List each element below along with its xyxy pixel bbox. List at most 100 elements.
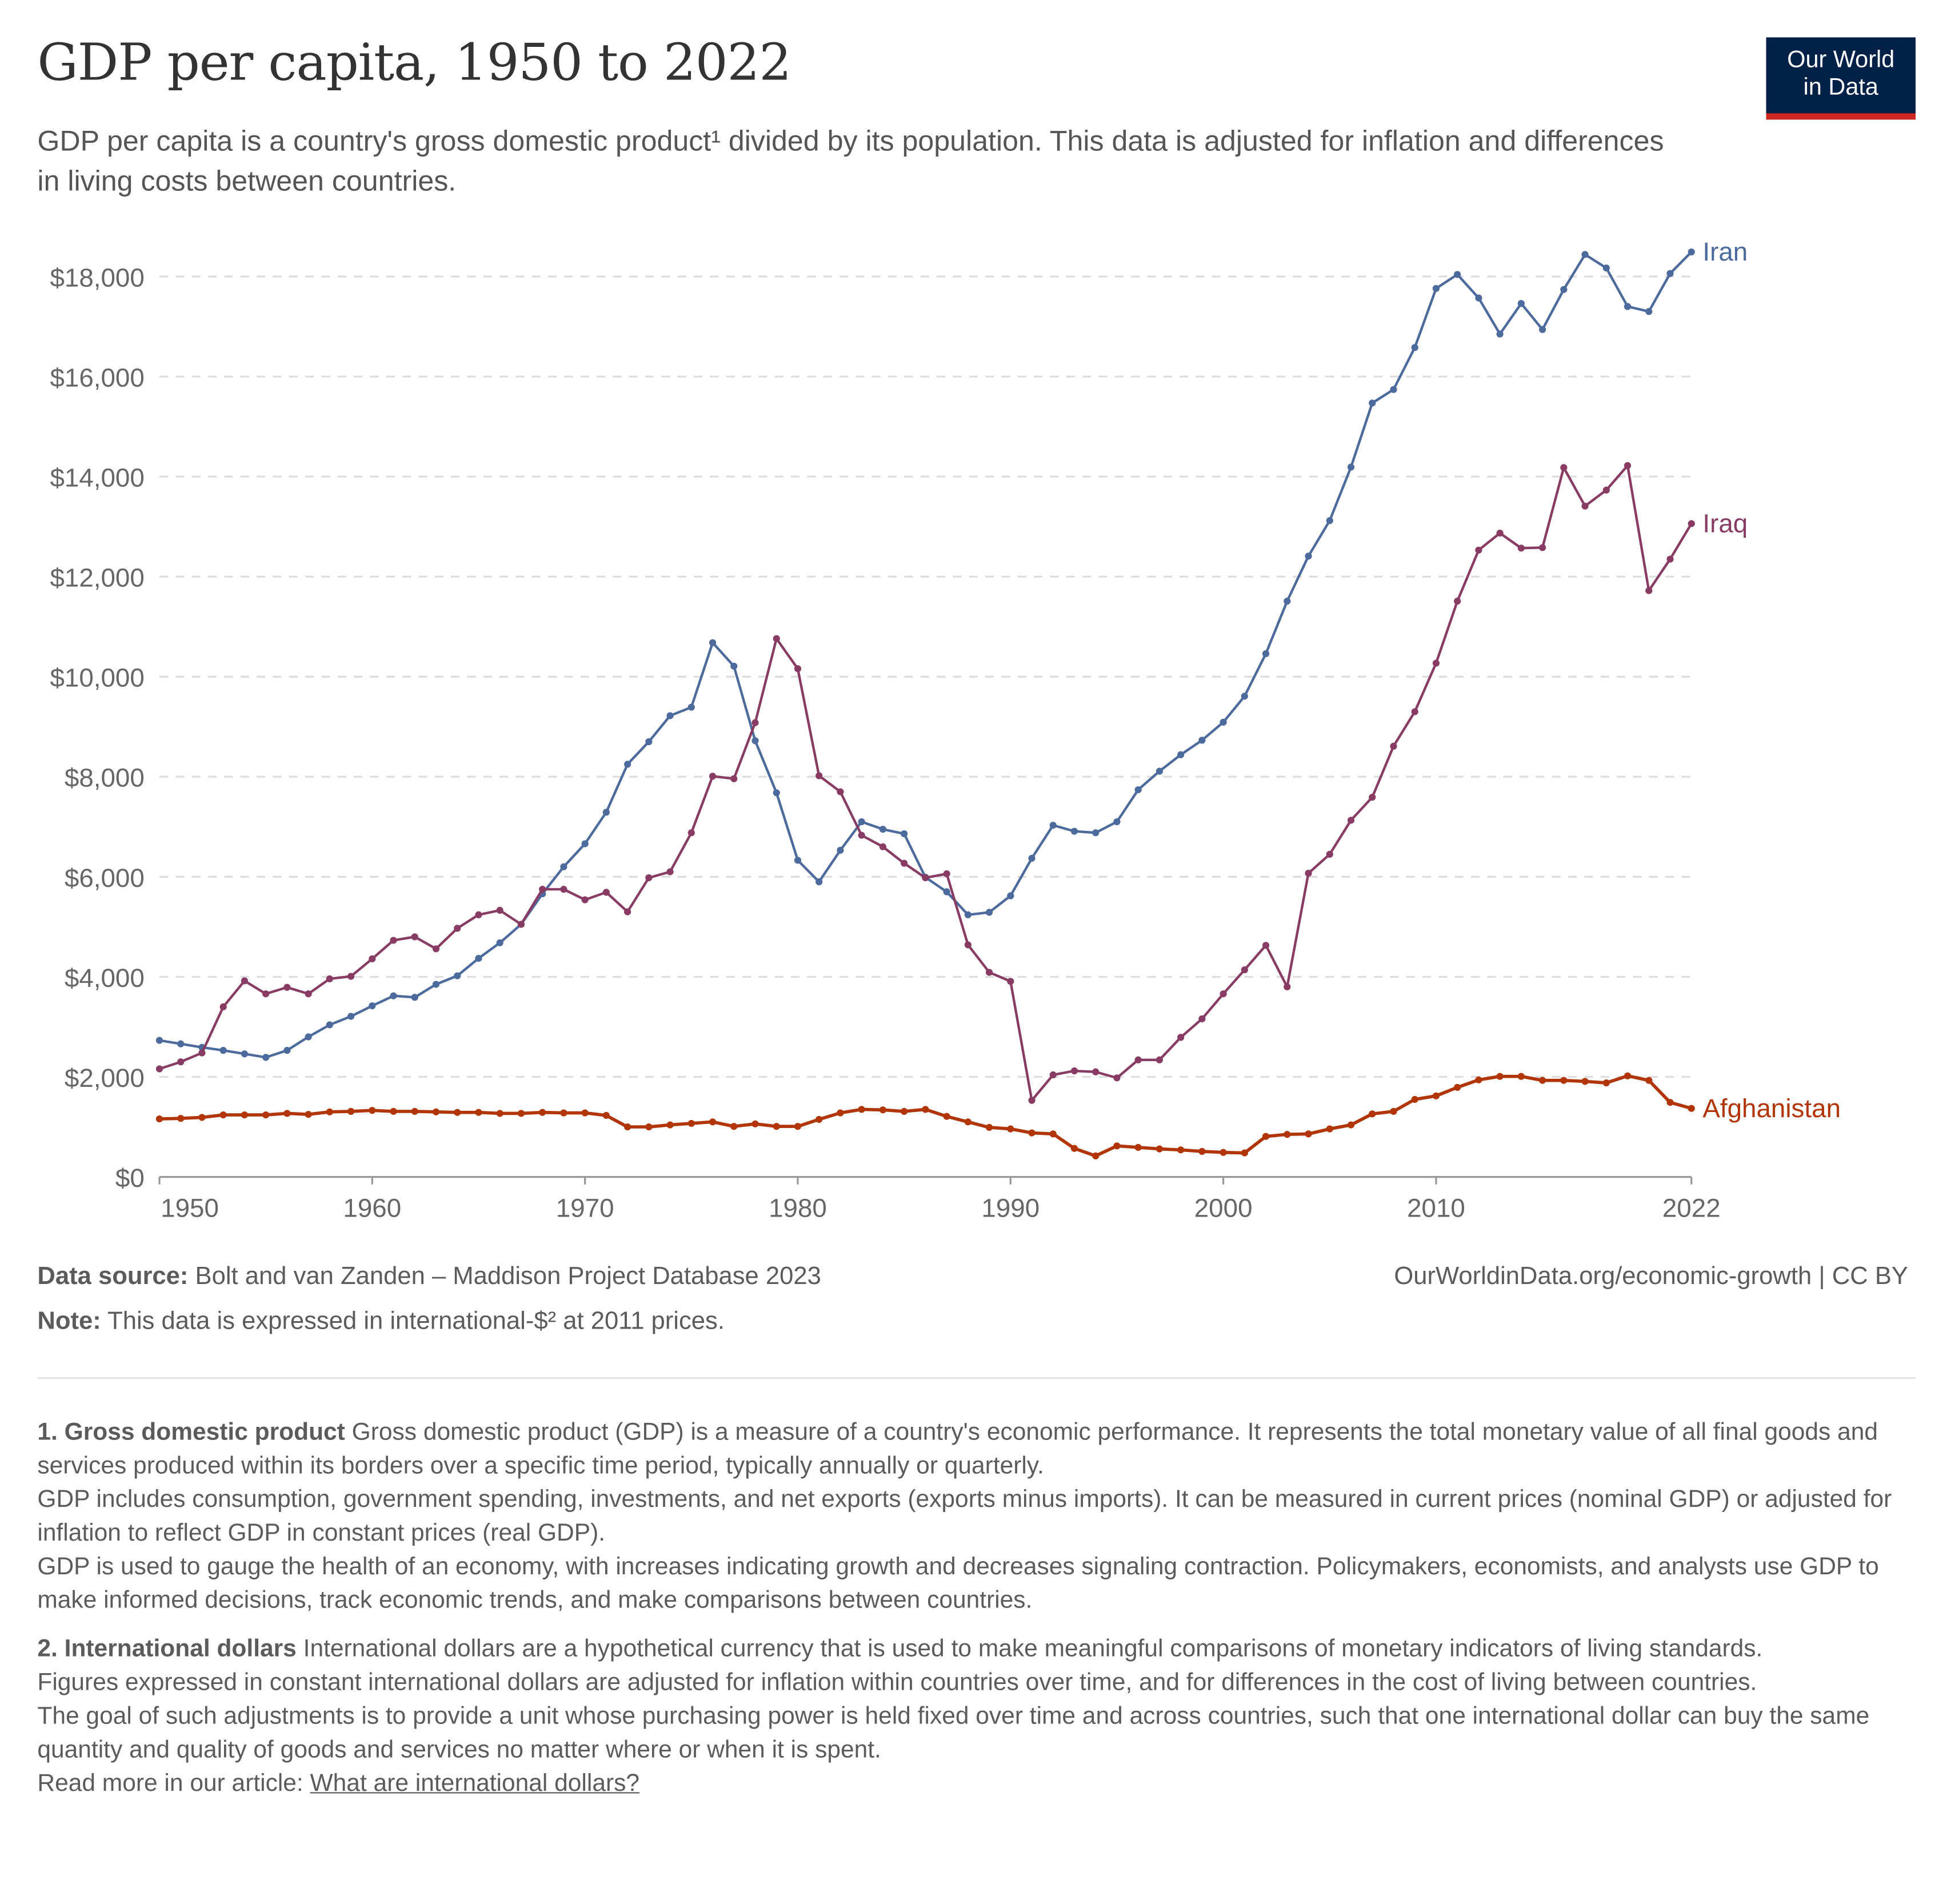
data-point-afghanistan-1987[interactable] (943, 1113, 950, 1120)
data-point-iran-2019[interactable] (1624, 303, 1632, 310)
data-point-iran-2009[interactable] (1411, 344, 1418, 351)
data-point-iran-1971[interactable] (602, 809, 610, 816)
data-point-afghanistan-1981[interactable] (815, 1115, 823, 1123)
data-point-afghanistan-2007[interactable] (1369, 1110, 1376, 1118)
data-point-afghanistan-1989[interactable] (985, 1123, 993, 1131)
data-point-iraq-1967[interactable] (517, 921, 525, 928)
data-point-iraq-1953[interactable] (219, 1003, 227, 1011)
data-point-iran-1959[interactable] (347, 1013, 355, 1020)
data-point-afghanistan-1954[interactable] (241, 1111, 249, 1119)
data-point-iran-2012[interactable] (1475, 294, 1482, 302)
data-point-afghanistan-1952[interactable] (198, 1114, 206, 1121)
series-line-afghanistan[interactable] (159, 1074, 1692, 1158)
data-point-iraq-1963[interactable] (432, 945, 440, 953)
data-point-afghanistan-2015[interactable] (1539, 1077, 1546, 1084)
data-point-iraq-1964[interactable] (454, 925, 461, 932)
data-point-iraq-2022[interactable] (1688, 520, 1695, 527)
data-point-iraq-1989[interactable] (985, 969, 993, 976)
data-point-iran-1974[interactable] (666, 712, 674, 719)
data-point-iraq-1962[interactable] (411, 933, 418, 941)
data-point-afghanistan-2018[interactable] (1602, 1079, 1610, 1087)
data-point-iraq-1978[interactable] (751, 719, 759, 726)
data-point-iran-1996[interactable] (1134, 786, 1142, 794)
data-point-iraq-1956[interactable] (283, 983, 291, 991)
data-point-iran-2016[interactable] (1560, 286, 1568, 293)
data-point-iran-2010[interactable] (1432, 285, 1440, 292)
data-point-iraq-1955[interactable] (262, 990, 270, 998)
data-point-iraq-1998[interactable] (1177, 1034, 1185, 1041)
data-point-iran-2007[interactable] (1369, 399, 1376, 407)
data-point-iran-2017[interactable] (1581, 251, 1589, 258)
data-point-iraq-2012[interactable] (1475, 546, 1482, 554)
data-point-iraq-1993[interactable] (1070, 1067, 1078, 1075)
data-point-iraq-1981[interactable] (815, 772, 823, 779)
data-point-iran-1975[interactable] (687, 703, 695, 711)
data-point-iran-1972[interactable] (624, 761, 631, 768)
data-point-iraq-1968[interactable] (539, 886, 546, 893)
data-point-iran-1982[interactable] (837, 846, 844, 854)
data-point-afghanistan-1982[interactable] (837, 1109, 844, 1117)
data-point-iraq-2020[interactable] (1645, 587, 1653, 594)
data-point-iran-2022[interactable] (1688, 248, 1695, 256)
data-point-iraq-1977[interactable] (730, 775, 738, 782)
data-point-iraq-1997[interactable] (1156, 1056, 1164, 1063)
data-point-afghanistan-2009[interactable] (1411, 1095, 1418, 1103)
data-point-afghanistan-1965[interactable] (475, 1109, 482, 1116)
data-point-afghanistan-1977[interactable] (730, 1123, 738, 1130)
data-point-afghanistan-1961[interactable] (390, 1107, 397, 1115)
data-point-afghanistan-1955[interactable] (262, 1111, 270, 1119)
data-point-iran-2018[interactable] (1602, 264, 1610, 272)
international-dollars-link[interactable]: What are international dollars? (310, 1770, 640, 1798)
data-point-iraq-1971[interactable] (602, 889, 610, 896)
data-point-iran-1990[interactable] (1007, 892, 1014, 899)
data-point-iran-2015[interactable] (1539, 326, 1546, 333)
data-point-iran-1987[interactable] (943, 888, 950, 895)
data-point-iran-2020[interactable] (1645, 308, 1653, 315)
data-point-iraq-1984[interactable] (879, 843, 887, 850)
data-point-iraq-2013[interactable] (1496, 529, 1504, 537)
data-point-iraq-1960[interactable] (369, 955, 376, 963)
data-point-iraq-1985[interactable] (901, 859, 908, 867)
data-point-iran-2006[interactable] (1347, 463, 1355, 471)
data-point-afghanistan-1969[interactable] (560, 1109, 567, 1117)
data-point-iran-1956[interactable] (283, 1047, 291, 1054)
data-point-afghanistan-2010[interactable] (1432, 1092, 1440, 1099)
data-point-afghanistan-1990[interactable] (1007, 1125, 1014, 1133)
data-point-iraq-2016[interactable] (1560, 464, 1568, 471)
data-point-iraq-2000[interactable] (1220, 990, 1227, 998)
data-point-afghanistan-1980[interactable] (794, 1123, 802, 1130)
data-point-iraq-1988[interactable] (964, 941, 971, 949)
data-point-iran-2003[interactable] (1284, 597, 1291, 605)
data-point-iran-1950[interactable] (155, 1037, 163, 1044)
data-point-iraq-1991[interactable] (1028, 1097, 1036, 1104)
data-point-afghanistan-1970[interactable] (581, 1109, 589, 1117)
data-point-iran-1960[interactable] (369, 1002, 376, 1010)
data-point-iran-1969[interactable] (560, 863, 567, 870)
data-point-iran-1989[interactable] (985, 909, 993, 916)
data-point-iraq-2001[interactable] (1241, 966, 1248, 974)
data-point-iraq-1952[interactable] (198, 1049, 206, 1057)
data-point-afghanistan-1951[interactable] (177, 1115, 185, 1122)
data-point-iraq-1966[interactable] (496, 906, 503, 914)
series-line-iraq[interactable] (159, 464, 1693, 1102)
data-point-afghanistan-2017[interactable] (1581, 1078, 1589, 1085)
data-point-afghanistan-1992[interactable] (1049, 1130, 1057, 1138)
data-point-iraq-1969[interactable] (560, 886, 567, 893)
data-point-iraq-2004[interactable] (1305, 870, 1312, 877)
data-point-afghanistan-2011[interactable] (1454, 1083, 1461, 1091)
data-point-iraq-1983[interactable] (858, 831, 865, 839)
data-point-iran-2002[interactable] (1262, 650, 1270, 658)
data-point-iraq-2019[interactable] (1624, 462, 1632, 469)
data-point-iran-1995[interactable] (1113, 818, 1121, 826)
data-point-iraq-1976[interactable] (709, 773, 717, 780)
data-point-afghanistan-1973[interactable] (645, 1123, 653, 1131)
data-point-iraq-2002[interactable] (1262, 942, 1270, 949)
data-point-afghanistan-2005[interactable] (1326, 1125, 1333, 1133)
data-point-iran-1977[interactable] (730, 662, 738, 670)
data-point-afghanistan-2016[interactable] (1560, 1077, 1568, 1084)
data-point-afghanistan-1997[interactable] (1156, 1145, 1164, 1153)
data-point-afghanistan-2019[interactable] (1624, 1072, 1632, 1079)
data-point-iran-1955[interactable] (262, 1054, 270, 1061)
data-point-iran-1957[interactable] (305, 1033, 312, 1041)
data-point-iraq-2014[interactable] (1517, 545, 1525, 552)
